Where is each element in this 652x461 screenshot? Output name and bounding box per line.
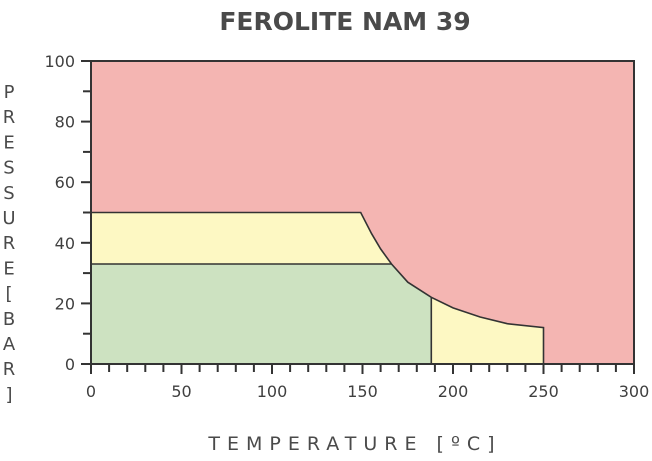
y-axis-label-char: P: [4, 82, 15, 103]
y-tick-label: 100: [44, 52, 75, 71]
y-tick-label: 60: [55, 173, 75, 192]
x-tick-label: 0: [86, 382, 96, 401]
y-axis-label-char: E: [3, 258, 14, 279]
x-tick-label: 100: [257, 382, 288, 401]
y-axis-label-char: R: [3, 233, 16, 254]
y-axis-label-char: ]: [5, 384, 12, 405]
y-axis-label-char: B: [3, 309, 15, 330]
x-tick-label: 200: [438, 382, 469, 401]
region-boundaries: [91, 211, 545, 364]
boundary-line-0: [91, 211, 545, 364]
x-axis-label: TEMPERATURE [ºC]: [207, 433, 501, 455]
y-axis-label-char: U: [2, 208, 15, 229]
x-tick-label: 150: [347, 382, 378, 401]
regions-layer: [91, 61, 634, 364]
y-axis-label-char: S: [3, 158, 14, 179]
y-axis-label-char: A: [3, 334, 16, 355]
y-axis-label-char: R: [3, 107, 16, 128]
x-tick-label: 50: [171, 382, 191, 401]
y-axis-label-char: [: [5, 284, 12, 305]
y-tick-label: 0: [65, 355, 75, 374]
y-tick-label: 40: [55, 234, 75, 253]
chart-title: FEROLITE NAM 39: [219, 7, 470, 36]
y-axis-label-char: R: [3, 359, 16, 380]
y-axis-label-char: E: [3, 132, 14, 153]
x-tick-label: 300: [619, 382, 650, 401]
x-tick-label: 250: [528, 382, 559, 401]
region-2: [91, 264, 432, 364]
y-tick-label: 20: [55, 294, 75, 313]
y-axis-label-char: S: [3, 183, 14, 204]
y-tick-label: 80: [55, 113, 75, 132]
axes: 0 50 100 150 200 250 300 0 20 40 60 80 100: [44, 52, 649, 401]
